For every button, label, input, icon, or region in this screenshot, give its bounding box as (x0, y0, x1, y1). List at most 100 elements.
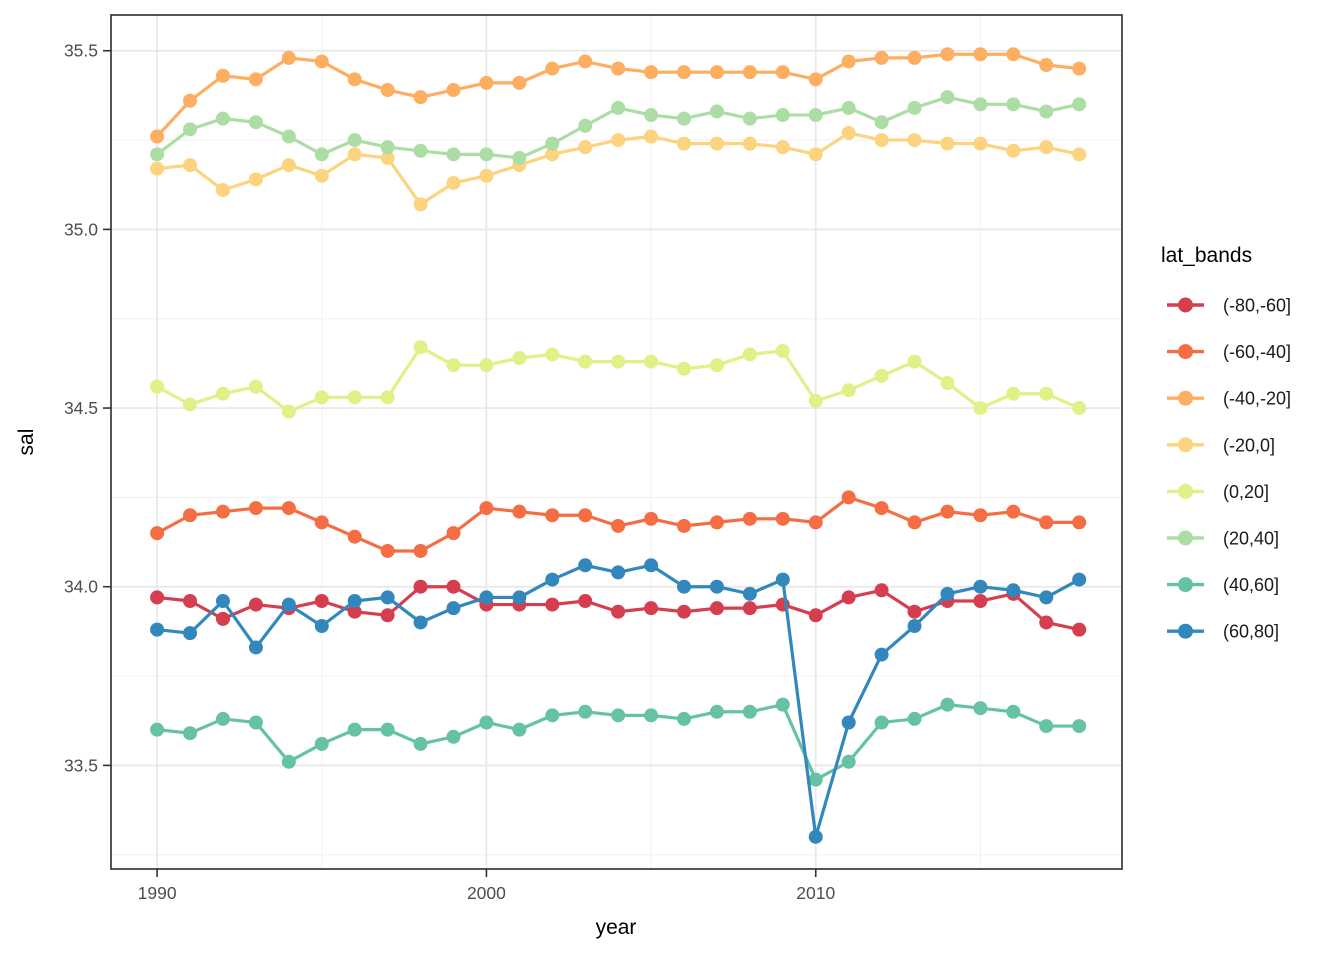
data-point (874, 368, 889, 383)
data-point (940, 586, 955, 601)
data-point (446, 601, 461, 616)
legend-label: (-60,-40] (1223, 342, 1291, 362)
legend-key-dot (1178, 623, 1193, 639)
data-point (215, 183, 230, 198)
data-point (1072, 515, 1087, 530)
data-point (281, 754, 296, 769)
data-point (578, 140, 593, 155)
data-point (479, 501, 494, 516)
data-point (512, 351, 527, 366)
data-point (1039, 515, 1054, 530)
data-point (446, 579, 461, 594)
data-point (545, 508, 560, 523)
data-point (314, 736, 329, 751)
y-axis-tick-label: 35.5 (64, 41, 98, 61)
data-point (907, 100, 922, 115)
data-point (150, 147, 165, 162)
data-point (1072, 97, 1087, 112)
legend-label: (60,80] (1223, 622, 1279, 642)
data-point (150, 590, 165, 605)
axis-layer: 1990 2000 2010 33.5 34.0 34.5 35.0 35.5 (64, 41, 836, 903)
data-point (512, 150, 527, 165)
data-point (907, 619, 922, 634)
data-point (677, 136, 692, 151)
x-axis-tick-label: 2010 (796, 883, 835, 903)
data-point (775, 697, 790, 712)
data-point (644, 129, 659, 144)
data-point (973, 594, 988, 609)
data-point (479, 147, 494, 162)
data-point (907, 133, 922, 148)
data-point (545, 708, 560, 723)
data-point (841, 54, 856, 69)
data-point (314, 515, 329, 530)
data-point (314, 168, 329, 183)
data-point (742, 111, 757, 126)
data-point (183, 508, 198, 523)
y-axis-tick-label: 35.0 (64, 219, 98, 239)
data-point (611, 565, 626, 580)
data-point (611, 100, 626, 115)
data-point (940, 697, 955, 712)
data-point (512, 722, 527, 737)
data-point (1039, 140, 1054, 155)
data-point (808, 829, 823, 844)
data-point (973, 508, 988, 523)
data-point (808, 72, 823, 87)
data-point (940, 376, 955, 391)
data-point (512, 590, 527, 605)
data-point (248, 715, 263, 730)
data-point (742, 601, 757, 616)
data-point (183, 626, 198, 641)
data-point (1072, 622, 1087, 637)
data-point (347, 72, 362, 87)
data-point (183, 397, 198, 412)
data-point (380, 140, 395, 155)
data-point (644, 108, 659, 123)
legend-key-dot (1178, 437, 1193, 453)
legend-label: (-80,-60] (1223, 296, 1291, 316)
data-point (347, 604, 362, 619)
data-point (611, 354, 626, 369)
data-point (808, 608, 823, 623)
data-point (215, 594, 230, 609)
data-point (215, 711, 230, 726)
data-point (1072, 61, 1087, 76)
data-point (248, 72, 263, 87)
data-point (314, 147, 329, 162)
data-point (742, 65, 757, 80)
data-point (808, 772, 823, 787)
data-point (347, 133, 362, 148)
data-point (413, 90, 428, 105)
data-point (1006, 386, 1021, 401)
data-point (578, 354, 593, 369)
data-point (347, 529, 362, 544)
data-point (248, 597, 263, 612)
data-point (248, 501, 263, 516)
data-point (677, 361, 692, 376)
data-point (150, 622, 165, 637)
data-point (545, 347, 560, 362)
data-point (446, 526, 461, 541)
data-point (677, 711, 692, 726)
data-point (611, 708, 626, 723)
data-point (281, 129, 296, 144)
data-point (644, 708, 659, 723)
data-point (446, 729, 461, 744)
data-point (775, 140, 790, 155)
data-point (183, 594, 198, 609)
data-point (380, 608, 395, 623)
data-point (742, 511, 757, 526)
data-point (742, 347, 757, 362)
y-axis-tick-label: 34.5 (64, 398, 98, 418)
data-point (709, 358, 724, 373)
data-point (808, 147, 823, 162)
data-point (183, 158, 198, 173)
legend-label: (40,60] (1223, 575, 1279, 595)
data-point (281, 501, 296, 516)
data-point (545, 572, 560, 587)
data-point (150, 129, 165, 144)
legend-item: (-20,0] (1167, 435, 1275, 455)
data-point (380, 543, 395, 558)
data-point (611, 518, 626, 533)
